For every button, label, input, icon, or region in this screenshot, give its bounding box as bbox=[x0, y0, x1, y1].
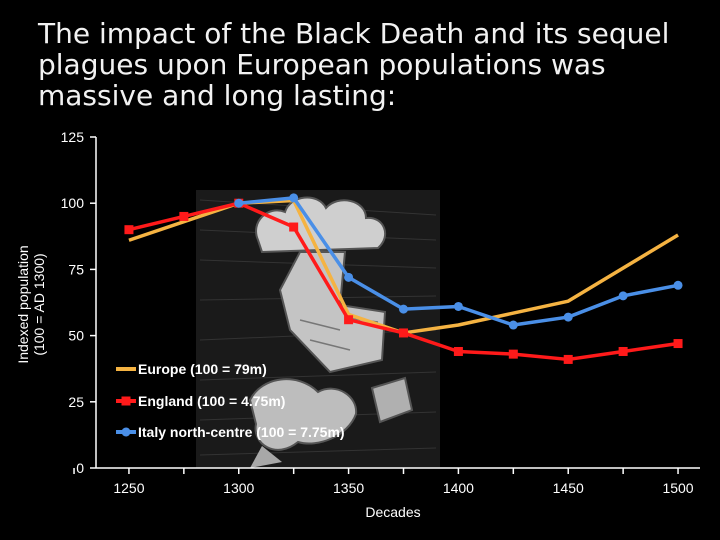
chart-legend: Europe (100 = 79m) England (100 = 4.75m) I… bbox=[116, 361, 345, 440]
data-point bbox=[508, 349, 518, 359]
data-point bbox=[289, 193, 299, 203]
x-tick-label: 1350 bbox=[333, 480, 364, 496]
x-tick-label: 1300 bbox=[223, 480, 254, 496]
data-point bbox=[179, 211, 189, 221]
legend-label: Europe (100 = 79m) bbox=[138, 361, 267, 377]
legend-marker bbox=[121, 396, 131, 406]
series-layer bbox=[124, 193, 683, 364]
y-tick-label: 125 bbox=[61, 129, 85, 145]
legend-label: Italy north-centre (100 = 7.75m) bbox=[138, 424, 345, 440]
data-point bbox=[234, 198, 244, 208]
data-point bbox=[618, 291, 628, 301]
data-point bbox=[289, 222, 299, 232]
data-point bbox=[618, 346, 628, 356]
y-tick-label: 0 bbox=[76, 460, 84, 476]
y-axis-title: Indexed population(100 = AD 1300) bbox=[15, 245, 47, 363]
y-tick-label: 25 bbox=[68, 394, 84, 410]
x-axis-title: Decades bbox=[365, 504, 420, 520]
data-point bbox=[673, 339, 683, 349]
x-tick-label: 1250 bbox=[113, 480, 144, 496]
data-point bbox=[563, 312, 573, 322]
data-point bbox=[344, 272, 354, 282]
data-point bbox=[398, 304, 408, 314]
data-point bbox=[124, 225, 134, 235]
legend-marker bbox=[121, 427, 131, 437]
y-tick-label: 50 bbox=[68, 328, 84, 344]
legend-entry: England (100 = 4.75m) bbox=[116, 393, 285, 409]
data-point bbox=[673, 280, 683, 290]
y-tick-label: 100 bbox=[61, 195, 85, 211]
y-axis-title-line: (100 = AD 1300) bbox=[31, 253, 47, 355]
x-tick-label: 1450 bbox=[553, 480, 584, 496]
legend-entry: Italy north-centre (100 = 7.75m) bbox=[116, 424, 345, 440]
data-point bbox=[453, 301, 463, 311]
data-point bbox=[453, 346, 463, 356]
chart-axes: 0 25 50 75 100 125 1250 1300 1350 1400 1450 1500 Dec… bbox=[15, 129, 700, 520]
data-point bbox=[563, 354, 573, 364]
y-axis-title-line: Indexed population bbox=[15, 245, 31, 363]
legend-label: England (100 = 4.75m) bbox=[138, 393, 285, 409]
series-2 bbox=[124, 198, 683, 364]
data-point bbox=[398, 328, 408, 338]
data-point bbox=[344, 315, 354, 325]
series-3 bbox=[234, 193, 683, 330]
page-title: The impact of the Black Death and its se… bbox=[38, 17, 670, 112]
y-tick-label: 75 bbox=[68, 261, 84, 277]
x-tick-label: 1500 bbox=[662, 480, 693, 496]
legend-entry: Europe (100 = 79m) bbox=[116, 361, 267, 377]
x-tick-label: 1400 bbox=[443, 480, 474, 496]
data-point bbox=[508, 320, 518, 330]
